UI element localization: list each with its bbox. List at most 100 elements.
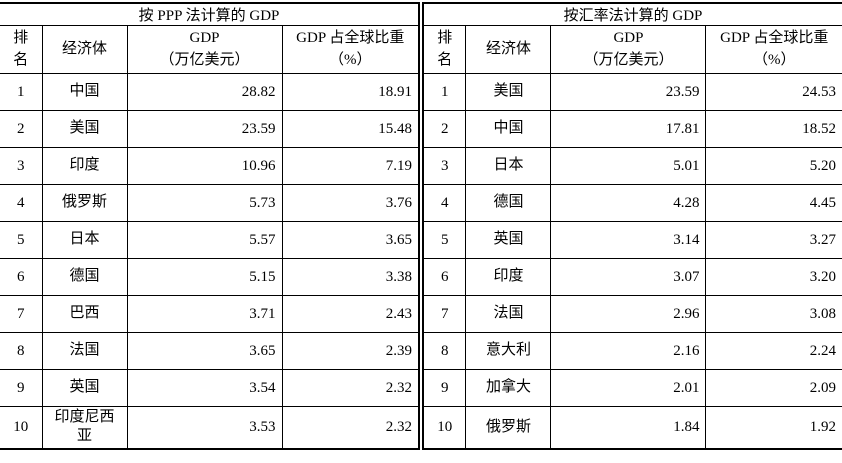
gdp-cell: 23.59: [550, 73, 706, 111]
share-cell: 2.43: [281, 295, 419, 333]
share-header: GDP 占全球比重 （%）: [705, 25, 842, 74]
table-row: 9 加拿大 2.01 2.09: [423, 369, 842, 407]
economy-cell: 英国: [465, 221, 551, 259]
rank-cell: 6: [423, 258, 466, 296]
table-header-row: 排 名 经济体 GDP （万亿美元） GDP 占全球比重 （%）: [0, 25, 419, 74]
table-row: 2 美国 23.59 15.48: [0, 110, 419, 148]
gdp-header: GDP （万亿美元）: [550, 25, 706, 74]
economy-cell: 德国: [465, 184, 551, 222]
economy-cell: 英国: [41, 369, 127, 407]
rank-cell: 2: [0, 110, 42, 148]
economy-cell: 日本: [465, 147, 551, 185]
rank-cell: 9: [0, 369, 42, 407]
economy-cell: 美国: [41, 110, 127, 148]
share-cell: 18.52: [705, 110, 842, 148]
gdp-cell: 3.65: [126, 332, 282, 370]
table-row: 1 中国 28.82 18.91: [0, 73, 419, 111]
economy-cell: 法国: [41, 332, 127, 370]
table-body: 1 美国 23.59 24.53 2 中国 17.81 18.52 3 日本 5.01 5.20 4 德国…: [423, 73, 842, 449]
share-cell: 2.24: [705, 332, 842, 370]
share-cell: 4.45: [705, 184, 842, 222]
share-cell: 2.32: [281, 369, 419, 407]
economy-cell: 印度: [41, 147, 127, 185]
rank-cell: 4: [423, 184, 466, 222]
rank-header: 排 名: [0, 25, 42, 74]
table-header-row: 排 名 经济体 GDP （万亿美元） GDP 占全球比重 （%）: [423, 25, 842, 74]
table-row: 6 印度 3.07 3.20: [423, 258, 842, 296]
share-cell: 3.27: [705, 221, 842, 259]
gdp-cell: 3.71: [126, 295, 282, 333]
share-cell: 2.32: [281, 406, 419, 449]
share-cell: 18.91: [281, 73, 419, 111]
share-header: GDP 占全球比重 （%）: [281, 25, 419, 74]
gdp-cell: 17.81: [550, 110, 706, 148]
share-cell: 24.53: [705, 73, 842, 111]
economy-cell: 中国: [465, 110, 551, 148]
table-title-row: 按 PPP 法计算的 GDP: [0, 3, 418, 26]
economy-cell: 俄罗斯: [41, 184, 127, 222]
table-row: 4 德国 4.28 4.45: [423, 184, 842, 222]
gdp-table-ppp: 按 PPP 法计算的 GDP 排 名 经济体 GDP （万亿美元） GDP 占全…: [0, 2, 419, 450]
economy-cell: 中国: [41, 73, 127, 111]
share-cell: 2.39: [281, 332, 419, 370]
rank-header: 排 名: [423, 25, 466, 74]
table-title-row: 按汇率法计算的 GDP: [424, 3, 842, 26]
gdp-cell: 5.57: [126, 221, 282, 259]
economy-cell: 印度尼西亚: [41, 406, 127, 449]
table-row: 3 印度 10.96 7.19: [0, 147, 419, 185]
gdp-table-exchange-rate: 按汇率法计算的 GDP 排 名 经济体 GDP （万亿美元） GDP 占全球比重…: [423, 2, 842, 450]
economy-header: 经济体: [465, 25, 551, 74]
share-cell: 3.38: [281, 258, 419, 296]
rank-cell: 1: [0, 73, 42, 111]
table-row: 10 印度尼西亚 3.53 2.32: [0, 406, 419, 449]
table-title-exchange-rate: 按汇率法计算的 GDP: [563, 8, 703, 24]
share-cell: 7.19: [281, 147, 419, 185]
share-cell: 2.09: [705, 369, 842, 407]
share-cell: 3.08: [705, 295, 842, 333]
rank-cell: 5: [423, 221, 466, 259]
gdp-cell: 5.01: [550, 147, 706, 185]
table-row: 5 英国 3.14 3.27: [423, 221, 842, 259]
table-row: 10 俄罗斯 1.84 1.92: [423, 406, 842, 449]
economy-cell: 巴西: [41, 295, 127, 333]
table-row: 4 俄罗斯 5.73 3.76: [0, 184, 419, 222]
rank-cell: 5: [0, 221, 42, 259]
economy-cell: 意大利: [465, 332, 551, 370]
table-row: 7 巴西 3.71 2.43: [0, 295, 419, 333]
gdp-cell: 3.07: [550, 258, 706, 296]
share-cell: 1.92: [705, 406, 842, 449]
rank-cell: 2: [423, 110, 466, 148]
table-row: 7 法国 2.96 3.08: [423, 295, 842, 333]
rank-cell: 7: [423, 295, 466, 333]
table-row: 8 意大利 2.16 2.24: [423, 332, 842, 370]
share-cell: 3.76: [281, 184, 419, 222]
gdp-header: GDP （万亿美元）: [126, 25, 282, 74]
share-cell: 5.20: [705, 147, 842, 185]
table-body: 1 中国 28.82 18.91 2 美国 23.59 15.48 3 印度 10.96 7.19 4 俄…: [0, 73, 419, 449]
table-divider: [418, 2, 424, 450]
rank-cell: 10: [0, 406, 42, 449]
rank-cell: 1: [423, 73, 466, 111]
gdp-cell: 2.01: [550, 369, 706, 407]
share-cell: 3.65: [281, 221, 419, 259]
gdp-cell: 3.53: [126, 406, 282, 449]
gdp-cell: 28.82: [126, 73, 282, 111]
gdp-cell: 5.73: [126, 184, 282, 222]
table-row: 8 法国 3.65 2.39: [0, 332, 419, 370]
gdp-cell: 2.16: [550, 332, 706, 370]
gdp-cell: 23.59: [126, 110, 282, 148]
gdp-cell: 2.96: [550, 295, 706, 333]
economy-cell: 德国: [41, 258, 127, 296]
rank-cell: 6: [0, 258, 42, 296]
tables-container: 按 PPP 法计算的 GDP 排 名 经济体 GDP （万亿美元） GDP 占全…: [0, 2, 842, 450]
gdp-cell: 5.15: [126, 258, 282, 296]
share-cell: 15.48: [281, 110, 419, 148]
gdp-cell: 10.96: [126, 147, 282, 185]
economy-cell: 印度: [465, 258, 551, 296]
rank-cell: 4: [0, 184, 42, 222]
economy-cell: 俄罗斯: [465, 406, 551, 449]
rank-cell: 9: [423, 369, 466, 407]
gdp-cell: 3.14: [550, 221, 706, 259]
table-row: 9 英国 3.54 2.32: [0, 369, 419, 407]
